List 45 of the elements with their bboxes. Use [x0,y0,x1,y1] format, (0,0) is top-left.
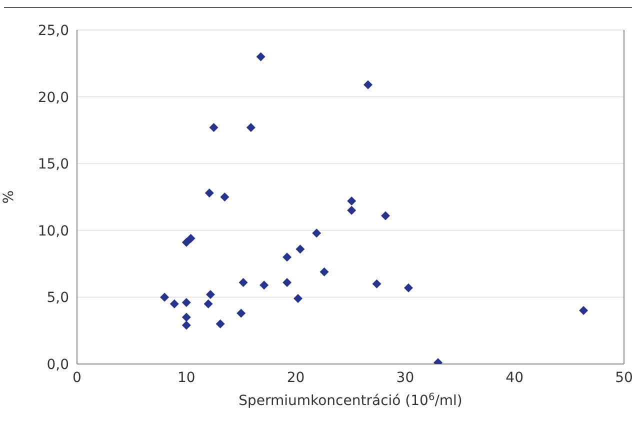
y-tick-label: 20,0 [38,90,69,106]
x-tick-label: 30 [396,370,414,386]
point [296,244,305,254]
point [182,320,191,330]
point [404,283,413,292]
x-tick-label: 10 [177,370,196,386]
x-tick-label: 0 [72,370,82,386]
point [260,280,269,290]
point [364,80,373,90]
point [209,123,218,132]
point [256,52,266,62]
point [246,123,256,132]
point [182,298,191,308]
point [579,306,588,316]
point [206,290,215,300]
point [312,228,322,238]
point [282,252,292,262]
point [186,234,196,243]
point [347,206,356,215]
x-axis-title: Spermiumkoncentráció (10$^{6}$/ml) [238,392,462,409]
x-tick-label: 40 [506,370,524,386]
point [204,299,213,308]
point [204,188,214,198]
y-axis-title: % [0,190,17,204]
point [347,196,356,206]
x-tick-label: 20 [286,370,305,386]
point [182,238,191,247]
point [160,292,170,302]
point [293,294,302,304]
point [236,308,246,318]
point [220,192,230,202]
x-tick-label: 50 [615,370,633,386]
y-tick-label: 5,0 [46,290,69,306]
point [381,211,390,220]
point [182,312,191,322]
point [238,278,248,288]
point [170,299,179,308]
point [282,278,292,288]
point [320,267,329,276]
y-tick-label: 15,0 [38,156,69,173]
y-tick-label: 0,0 [46,356,69,373]
y-tick-label: 10,0 [38,223,69,240]
point [216,319,225,328]
y-tick-label: 25,0 [38,22,69,39]
point [372,279,382,288]
